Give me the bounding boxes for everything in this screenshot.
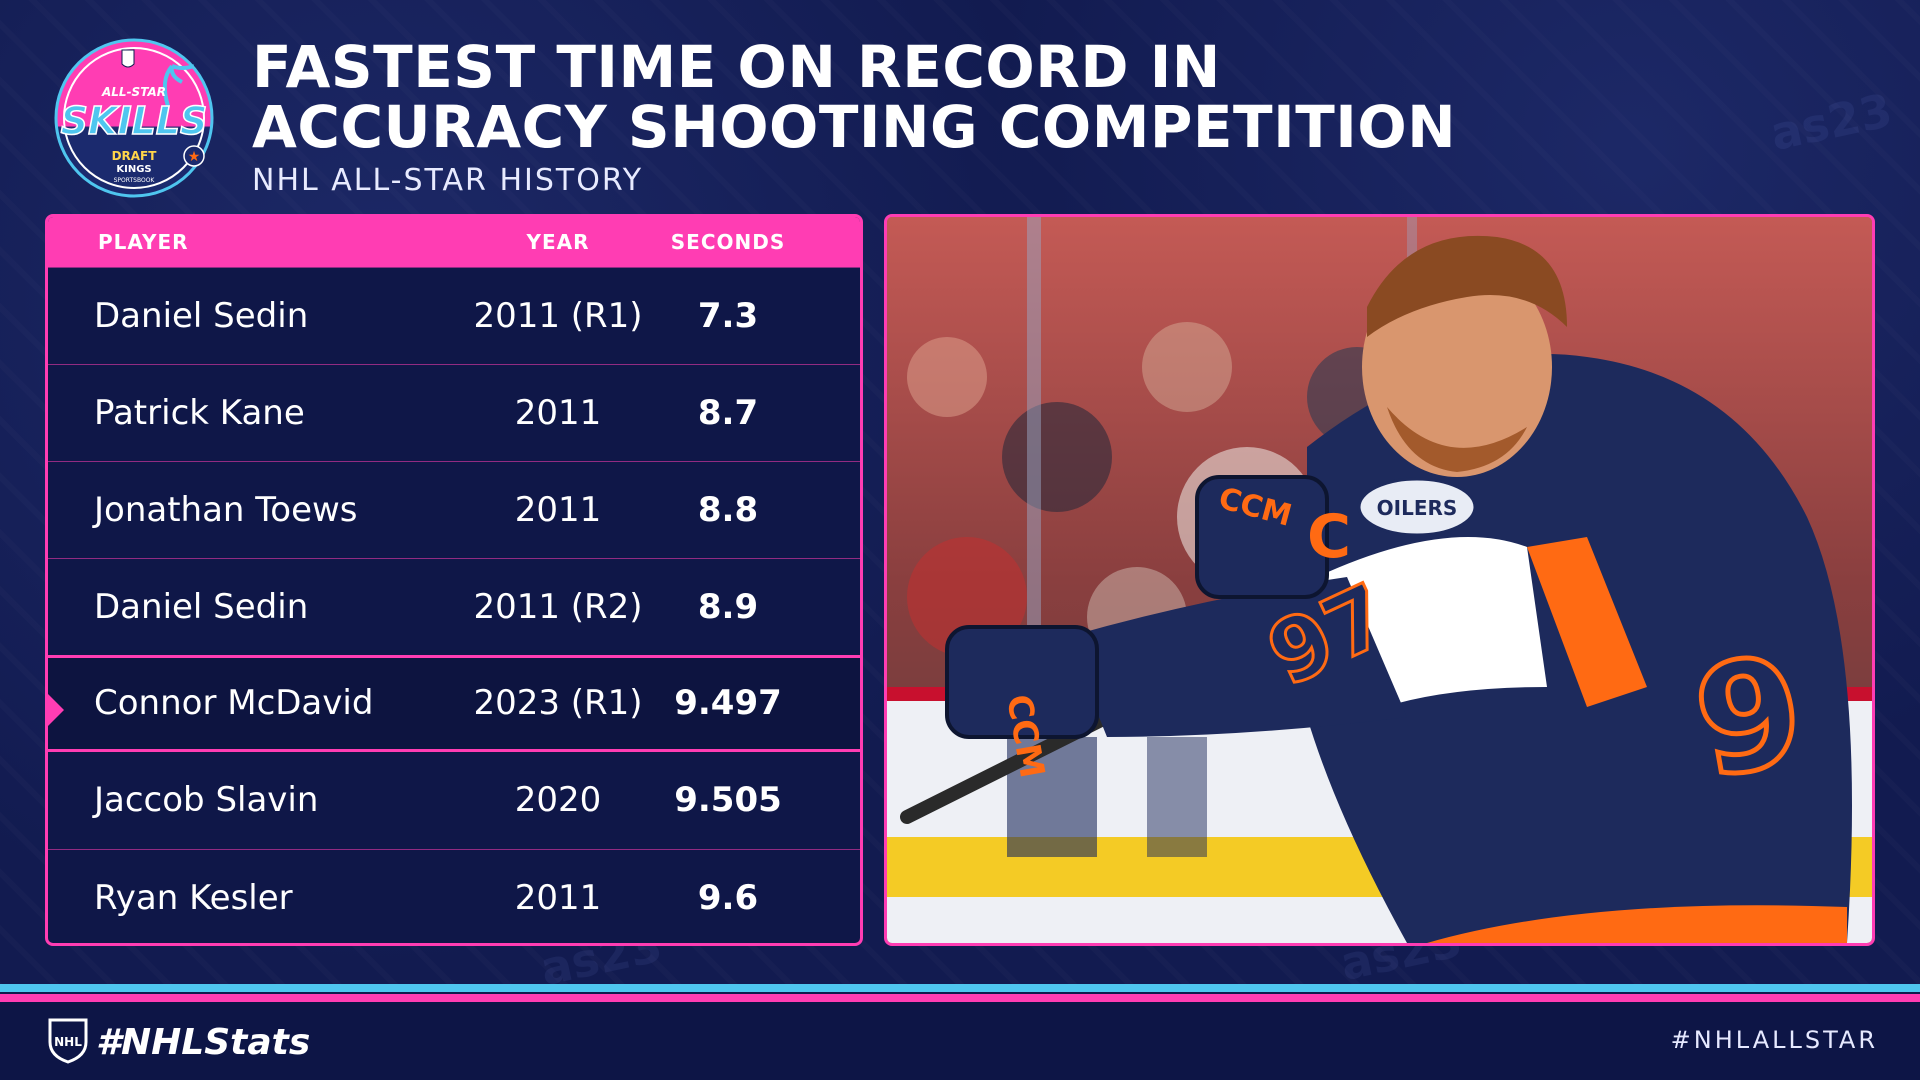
svg-text:★: ★ — [188, 149, 201, 165]
table-row: Jonathan Toews 2011 8.8 — [48, 461, 860, 558]
nhl-stats-hashtag: #NHLStats — [96, 1022, 311, 1063]
page-title-line-1: FASTEST TIME ON RECORD IN — [252, 33, 1221, 101]
player-photo: CCM CCM 97 9 OILERS C — [884, 214, 1875, 946]
footer-stripe-pink — [0, 994, 1920, 1002]
table-row-highlighted: Connor McDavid 2023 (R1) 9.497 — [48, 655, 860, 752]
year-cell: 2011 (R2) — [473, 587, 643, 627]
player-name: Jaccob Slavin — [94, 780, 319, 820]
column-header-player: PLAYER — [98, 230, 189, 254]
player-name: Daniel Sedin — [94, 587, 309, 627]
svg-text:DRAFT: DRAFT — [112, 149, 158, 163]
svg-text:KINGS: KINGS — [116, 164, 151, 175]
seconds-cell: 8.7 — [697, 393, 759, 433]
table-row: Patrick Kane 2011 8.7 — [48, 364, 860, 461]
table-row: Ryan Kesler 2011 9.6 — [48, 849, 860, 943]
year-cell: 2011 (R1) — [473, 296, 643, 336]
records-table: PLAYER YEAR SECONDS Daniel Sedin 2011 (R… — [45, 214, 863, 946]
year-cell: 2011 — [514, 490, 602, 530]
table-row: Daniel Sedin 2011 (R2) 8.9 — [48, 558, 860, 655]
year-cell: 2023 (R1) — [473, 683, 643, 723]
svg-text:NHL: NHL — [54, 1035, 82, 1049]
year-cell: 2020 — [514, 780, 602, 820]
player-name: Patrick Kane — [94, 393, 305, 433]
highlight-arrow-icon — [48, 694, 64, 726]
seconds-cell: 9.497 — [674, 683, 782, 723]
svg-text:ALL-STAR: ALL-STAR — [101, 85, 166, 99]
svg-text:C: C — [1307, 502, 1351, 572]
player-name: Ryan Kesler — [94, 878, 293, 918]
player-photo-illustration: CCM CCM 97 9 OILERS C — [887, 217, 1872, 943]
page-subtitle: NHL ALL-STAR HISTORY — [252, 163, 644, 198]
player-name: Daniel Sedin — [94, 296, 309, 336]
column-header-year: YEAR — [526, 230, 590, 254]
seconds-cell: 9.505 — [674, 780, 782, 820]
nhl-shield-icon: NHL — [48, 1018, 88, 1064]
svg-text:OILERS: OILERS — [1377, 496, 1458, 520]
seconds-cell: 8.9 — [697, 587, 759, 627]
footer-stripe-blue — [0, 984, 1920, 992]
seconds-cell: 8.8 — [697, 490, 759, 530]
table-row: Jaccob Slavin 2020 9.505 — [48, 752, 860, 849]
year-cell: 2011 — [514, 393, 602, 433]
svg-text:SPORTSBOOK: SPORTSBOOK — [114, 177, 156, 184]
player-name: Jonathan Toews — [94, 490, 358, 530]
seconds-cell: 7.3 — [697, 296, 759, 336]
year-cell: 2011 — [514, 878, 602, 918]
player-name: Connor McDavid — [94, 683, 374, 723]
column-header-seconds: SECONDS — [670, 230, 786, 254]
svg-text:SKILLS: SKILLS — [61, 99, 208, 143]
table-header: PLAYER YEAR SECONDS — [48, 217, 860, 267]
seconds-cell: 9.6 — [697, 878, 759, 918]
footer-bar — [0, 1002, 1920, 1080]
page-title-line-2: ACCURACY SHOOTING COMPETITION — [252, 93, 1457, 161]
nhl-allstar-hashtag: #NHLALLSTAR — [1670, 1026, 1878, 1054]
table-row: Daniel Sedin 2011 (R1) 7.3 — [48, 267, 860, 364]
all-star-skills-logo: ALL-STAR SKILLS DRAFT KINGS SPORTSBOOK ★ — [54, 38, 214, 198]
